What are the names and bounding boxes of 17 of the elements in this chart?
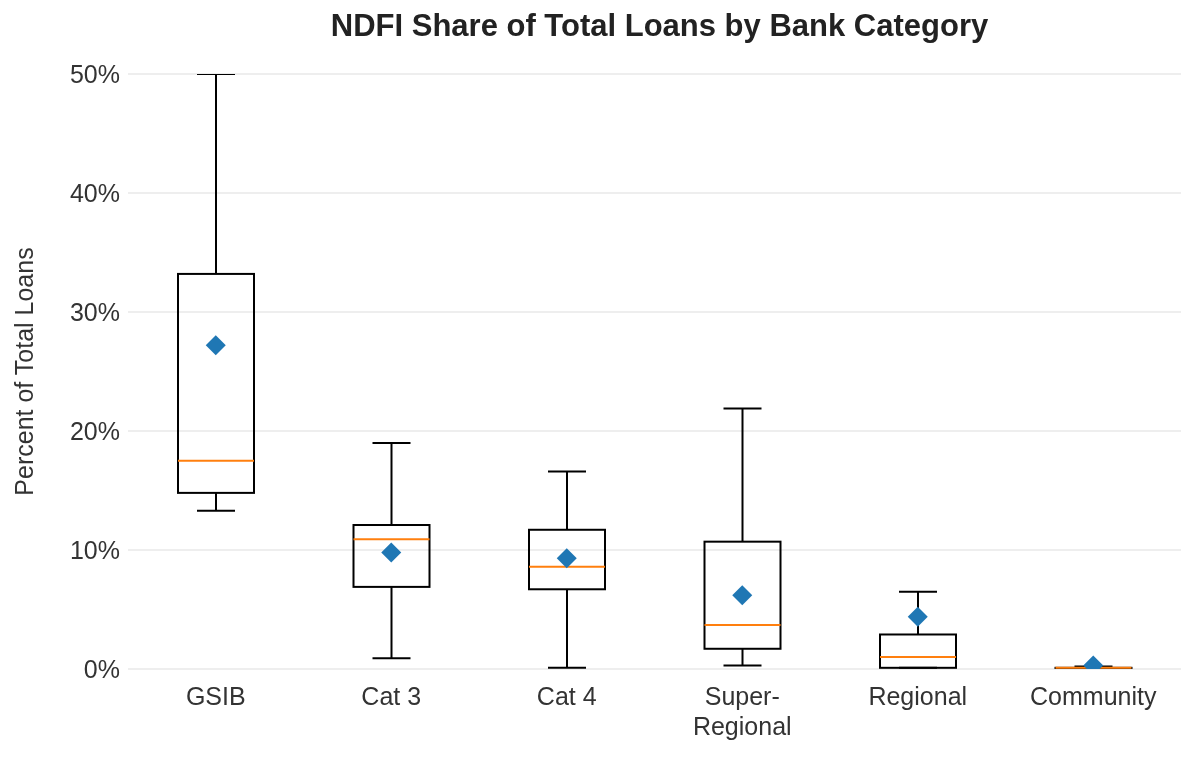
y-tick-label: 50% — [69, 59, 120, 88]
x-tick-label: Super-Regional — [692, 682, 792, 740]
y-tick-label: 30% — [69, 297, 120, 326]
x-tick-label: Cat 4 — [536, 682, 597, 710]
point — [907, 606, 928, 627]
x-tick-label: GSIB — [185, 682, 246, 710]
point — [205, 335, 226, 356]
x-tick-label: Community — [1030, 682, 1157, 710]
x-tick-label: Regional — [868, 682, 968, 710]
chart-title: NDFI Share of Total Loans by Bank Category — [329, 8, 990, 44]
y-axis-title: Percent of Total Loans — [9, 247, 38, 496]
x-tick-label: Cat 3 — [361, 682, 422, 710]
y-tick-label: 40% — [69, 178, 120, 207]
y-tick-label: 10% — [69, 535, 120, 564]
y-tick-label: 20% — [69, 416, 120, 445]
point — [732, 585, 753, 606]
y-tick-label: 0% — [83, 654, 120, 683]
